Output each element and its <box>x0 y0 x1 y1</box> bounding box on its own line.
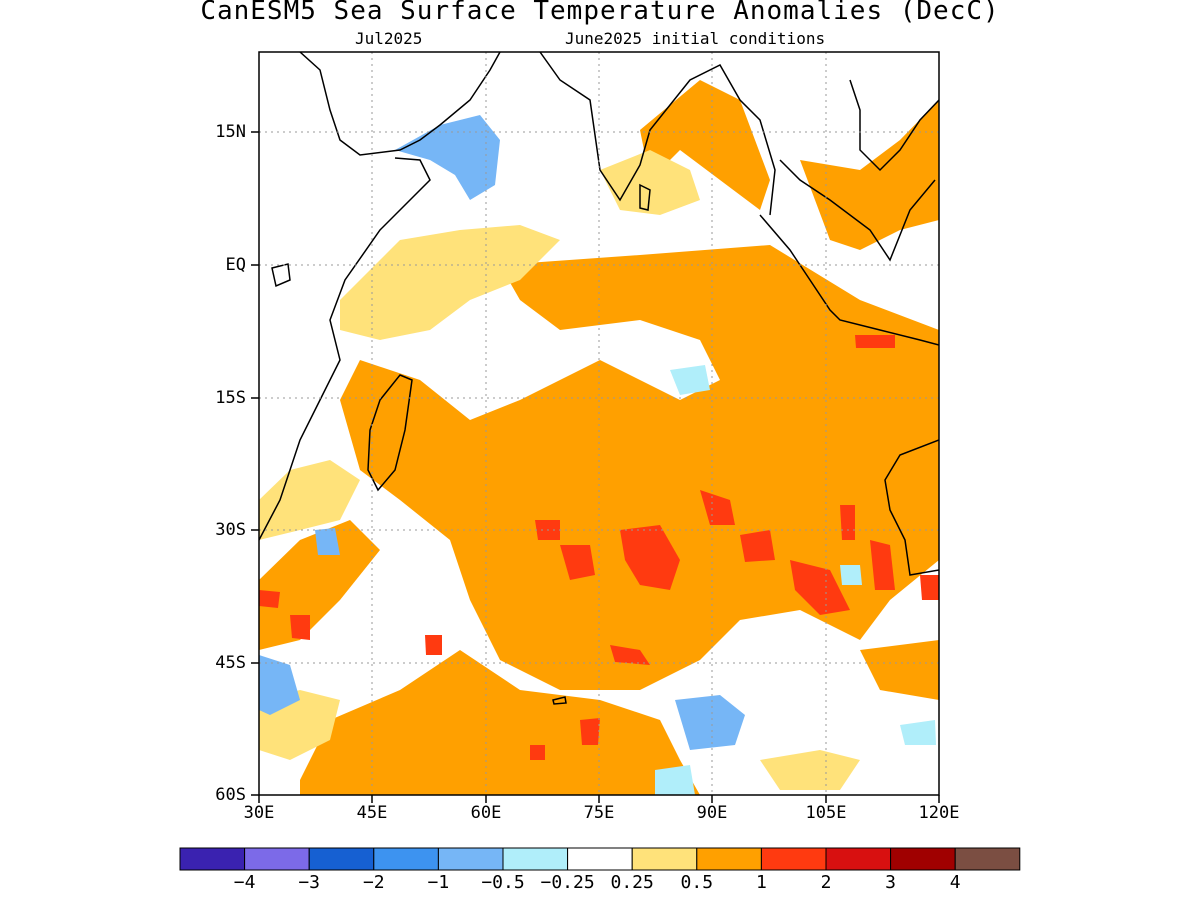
colorbar-swatch <box>567 847 633 871</box>
lon-label: 75E <box>583 803 615 823</box>
lon-label: 30E <box>243 803 275 823</box>
colorbar-label: −1 <box>427 872 450 893</box>
lat-label: 60S <box>215 785 246 805</box>
colorbar-label: 3 <box>885 872 897 893</box>
lat-label: EQ <box>225 255 246 275</box>
lat-label: 15S <box>215 388 246 408</box>
colorbar-label: −0.5 <box>481 872 525 893</box>
colorbar-swatch <box>825 847 892 871</box>
axis-ticks <box>251 131 940 803</box>
colorbar-swatch <box>373 847 439 871</box>
colorbar-swatch <box>631 847 698 871</box>
colorbar-swatch <box>179 847 246 871</box>
lon-label: 45E <box>356 803 388 823</box>
anomaly-field-orange <box>259 80 939 795</box>
colorbar-label: 0.25 <box>610 872 654 893</box>
colorbar <box>179 847 1021 871</box>
coastline <box>259 52 939 705</box>
colorbar-label: 0.5 <box>680 872 714 893</box>
lon-label: 60E <box>470 803 502 823</box>
colorbar-label: 1 <box>755 872 767 893</box>
colorbar-swatch <box>437 847 504 871</box>
colorbar-label: −4 <box>233 872 256 893</box>
lon-label: 90E <box>696 803 728 823</box>
initial-conditions-label: June2025 initial conditions <box>565 29 826 48</box>
colorbar-swatch <box>696 847 762 871</box>
colorbar-swatch <box>760 847 827 871</box>
colorbar-swatch <box>244 847 310 871</box>
colorbar-swatch <box>502 847 569 871</box>
colorbar-swatch <box>954 847 1021 871</box>
lon-label: 105E <box>805 803 847 823</box>
colorbar-label: −0.25 <box>540 872 595 893</box>
lon-label: 120E <box>918 803 960 823</box>
lat-label: 15N <box>215 122 246 142</box>
colorbar-swatch <box>890 847 956 871</box>
lat-label: 45S <box>215 653 246 673</box>
colorbar-label: 4 <box>949 872 961 893</box>
map-title: CanESM5 Sea Surface Temperature Anomalie… <box>200 0 1000 26</box>
colorbar-label: −3 <box>298 872 321 893</box>
anomaly-field-yellow <box>259 150 860 790</box>
forecast-month: Jul2025 <box>355 29 423 48</box>
colorbar-swatch <box>308 847 375 871</box>
colorbar-label: −2 <box>362 872 385 893</box>
colorbar-label: 2 <box>820 872 832 893</box>
lat-label: 30S <box>215 520 246 540</box>
anomaly-field-blue <box>259 115 936 795</box>
grid-lines <box>259 52 939 795</box>
